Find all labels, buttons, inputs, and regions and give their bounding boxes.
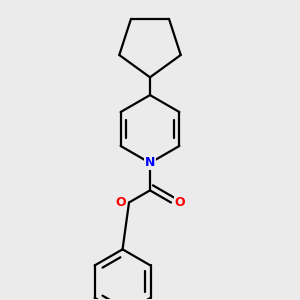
- Text: O: O: [175, 196, 185, 209]
- Text: N: N: [145, 156, 155, 170]
- Text: O: O: [116, 196, 126, 209]
